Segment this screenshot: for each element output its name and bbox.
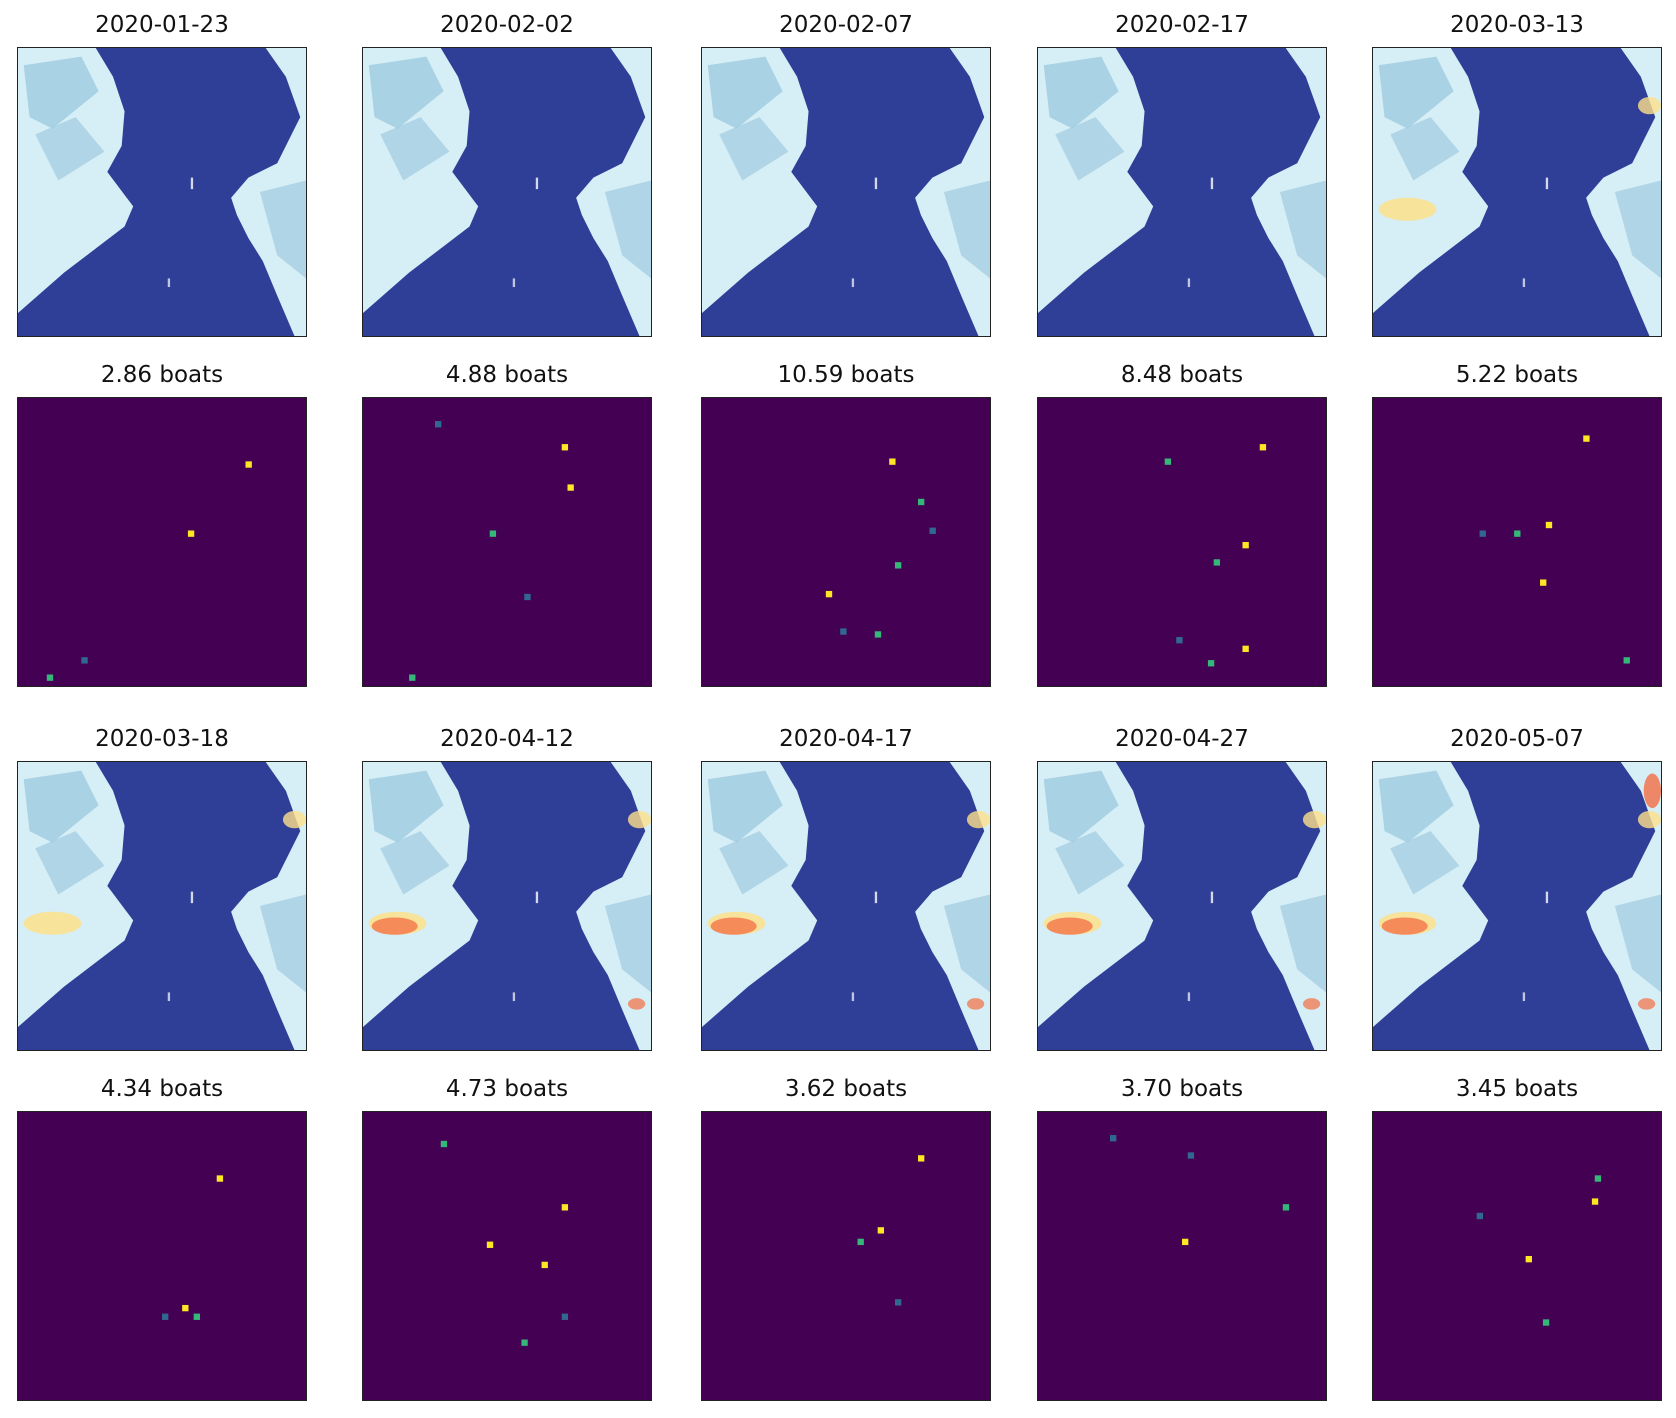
satellite-image xyxy=(362,47,652,337)
boat-count-title: 8.48 boats xyxy=(1120,362,1244,388)
satellite-panel: 2020-03-18 xyxy=(17,714,307,1052)
boat-count-title: 3.62 boats xyxy=(784,1076,908,1102)
boat-count-title: 4.34 boats xyxy=(100,1076,224,1102)
satellite-image xyxy=(17,47,307,337)
boat-heatmap xyxy=(701,1111,991,1401)
panel-date-title: 2020-04-17 xyxy=(779,726,913,752)
satellite-image xyxy=(362,761,652,1051)
boat-count-title: 4.88 boats xyxy=(445,362,569,388)
boat-heatmap xyxy=(1037,397,1327,687)
satellite-image xyxy=(1037,47,1327,337)
boat-heatmap xyxy=(1372,397,1662,687)
panel-date-title: 2020-01-23 xyxy=(95,12,229,38)
satellite-panel: 2020-02-02 xyxy=(362,0,652,338)
boat-heatmap-panel: 10.59 boats xyxy=(701,350,991,688)
boat-count-title: 4.73 boats xyxy=(445,1076,569,1102)
boat-count-title: 2.86 boats xyxy=(100,362,224,388)
satellite-panel: 2020-03-13 xyxy=(1372,0,1662,338)
satellite-panel: 2020-02-17 xyxy=(1037,0,1327,338)
satellite-image xyxy=(701,761,991,1051)
boat-count-title: 3.45 boats xyxy=(1455,1076,1579,1102)
satellite-panel: 2020-04-12 xyxy=(362,714,652,1052)
panel-date-title: 2020-05-07 xyxy=(1450,726,1584,752)
boat-count-title: 10.59 boats xyxy=(777,362,915,388)
panel-date-title: 2020-04-12 xyxy=(440,726,574,752)
satellite-image xyxy=(17,761,307,1051)
satellite-image xyxy=(1372,47,1662,337)
boat-heatmap xyxy=(17,397,307,687)
boat-heatmap-panel: 4.88 boats xyxy=(362,350,652,688)
boat-heatmap-panel: 5.22 boats xyxy=(1372,350,1662,688)
satellite-panel: 2020-01-23 xyxy=(17,0,307,338)
boat-heatmap xyxy=(1037,1111,1327,1401)
panel-date-title: 2020-03-18 xyxy=(95,726,229,752)
boat-heatmap-panel: 3.70 boats xyxy=(1037,1064,1327,1402)
panel-date-title: 2020-02-07 xyxy=(779,12,913,38)
boat-heatmap-panel: 4.73 boats xyxy=(362,1064,652,1402)
boat-heatmap xyxy=(1372,1111,1662,1401)
panel-date-title: 2020-03-13 xyxy=(1450,12,1584,38)
boat-heatmap-panel: 2.86 boats xyxy=(17,350,307,688)
satellite-image xyxy=(1372,761,1662,1051)
panel-date-title: 2020-02-17 xyxy=(1115,12,1249,38)
boat-count-title: 3.70 boats xyxy=(1120,1076,1244,1102)
boat-heatmap xyxy=(362,397,652,687)
boat-heatmap xyxy=(17,1111,307,1401)
satellite-panel: 2020-05-07 xyxy=(1372,714,1662,1052)
boat-heatmap xyxy=(701,397,991,687)
boat-heatmap-panel: 3.62 boats xyxy=(701,1064,991,1402)
boat-heatmap-panel: 8.48 boats xyxy=(1037,350,1327,688)
boat-count-title: 5.22 boats xyxy=(1455,362,1579,388)
satellite-panel: 2020-04-27 xyxy=(1037,714,1327,1052)
satellite-image xyxy=(701,47,991,337)
satellite-image xyxy=(1037,761,1327,1051)
satellite-panel: 2020-04-17 xyxy=(701,714,991,1052)
boat-heatmap-panel: 4.34 boats xyxy=(17,1064,307,1402)
boat-heatmap xyxy=(362,1111,652,1401)
satellite-panel: 2020-02-07 xyxy=(701,0,991,338)
panel-date-title: 2020-04-27 xyxy=(1115,726,1249,752)
boat-heatmap-panel: 3.45 boats xyxy=(1372,1064,1662,1402)
panel-date-title: 2020-02-02 xyxy=(440,12,574,38)
